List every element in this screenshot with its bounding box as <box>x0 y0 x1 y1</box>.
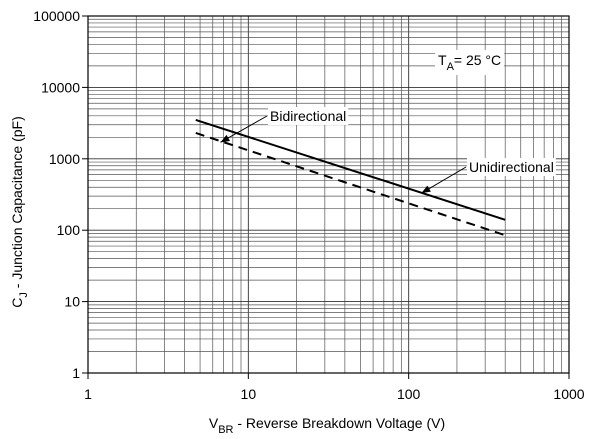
x-tick-label: 100 <box>397 386 421 402</box>
y-tick-label: 100000 <box>33 8 80 24</box>
y-axis-title: CJ - Junction Capacitance (pF) <box>9 116 30 307</box>
bidirectional-label-bg <box>268 107 349 125</box>
y-tick-label: 100 <box>57 222 81 238</box>
x-axis-title-rest: - Reverse Breakdown Voltage (V) <box>233 415 445 431</box>
condition-rest: = 25 °C <box>454 52 501 68</box>
condition-label: TA= 25 °C <box>438 52 501 73</box>
y-tick-label: 1000 <box>49 151 80 167</box>
condition-sub: A <box>447 61 455 73</box>
unidirectional-arrowhead <box>421 185 431 194</box>
grid-lines <box>88 16 569 373</box>
y-axis-title-rest: - Junction Capacitance (pF) <box>9 116 25 292</box>
temperature-condition: TA= 25 °C <box>435 50 505 75</box>
annotation-unidirectional: Unidirectional <box>421 158 556 194</box>
bidirectional-label: Bidirectional <box>270 108 346 124</box>
condition-label-bg <box>435 50 505 75</box>
y-axis-title-sub: J <box>18 292 30 298</box>
x-tick-label: 10 <box>241 386 257 402</box>
bidirectional-arrowhead <box>220 134 231 143</box>
unidirectional-label-bg <box>467 158 556 176</box>
x-tick-label: 1 <box>84 386 92 402</box>
x-axis-title: VBR - Reverse Breakdown Voltage (V) <box>209 415 445 436</box>
x-axis-title-sub: BR <box>218 424 233 436</box>
annotation-bidirectional: Bidirectional <box>220 107 349 143</box>
x-axis-title-main: V <box>209 415 219 431</box>
series-line-bidirectional <box>195 132 506 237</box>
series-lines <box>195 119 506 237</box>
y-axis-title-main: C <box>9 298 25 308</box>
condition-main: T <box>438 52 447 68</box>
y-tick-label: 10000 <box>41 79 80 95</box>
axis-ticks: 1 10 100 1000 1 10 100 1000 10000 100000 <box>33 8 584 402</box>
series-line-unidirectional <box>195 119 506 221</box>
y-tick-label: 1 <box>72 365 80 381</box>
x-tick-label: 1000 <box>553 386 584 402</box>
plot-frame <box>87 15 570 374</box>
unidirectional-label: Unidirectional <box>469 159 554 175</box>
y-tick-label: 10 <box>64 294 80 310</box>
